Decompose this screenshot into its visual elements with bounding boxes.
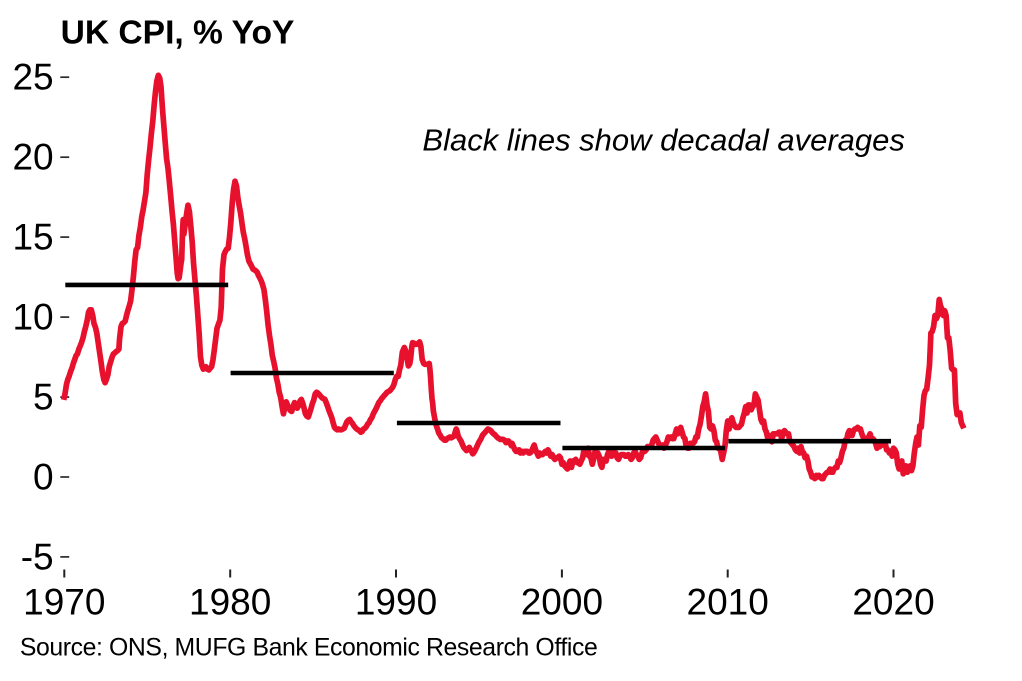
svg-text:5: 5 [33,377,54,418]
svg-text:UK CPI, % YoY: UK CPI, % YoY [61,14,295,51]
svg-text:Source: ONS, MUFG Bank Economi: Source: ONS, MUFG Bank Economic Research… [20,635,597,662]
svg-text:2000: 2000 [521,581,603,622]
svg-text:Black lines show decadal avera: Black lines show decadal averages [422,123,905,158]
svg-text:0: 0 [33,457,54,498]
svg-text:20: 20 [12,137,53,178]
svg-text:10: 10 [12,297,53,338]
svg-text:1990: 1990 [355,581,437,622]
svg-text:25: 25 [12,57,53,98]
svg-text:15: 15 [12,217,53,258]
svg-text:2020: 2020 [852,581,934,622]
svg-text:-5: -5 [21,536,54,577]
svg-text:2010: 2010 [687,581,769,622]
svg-text:1970: 1970 [23,581,105,622]
svg-text:1980: 1980 [189,581,271,622]
